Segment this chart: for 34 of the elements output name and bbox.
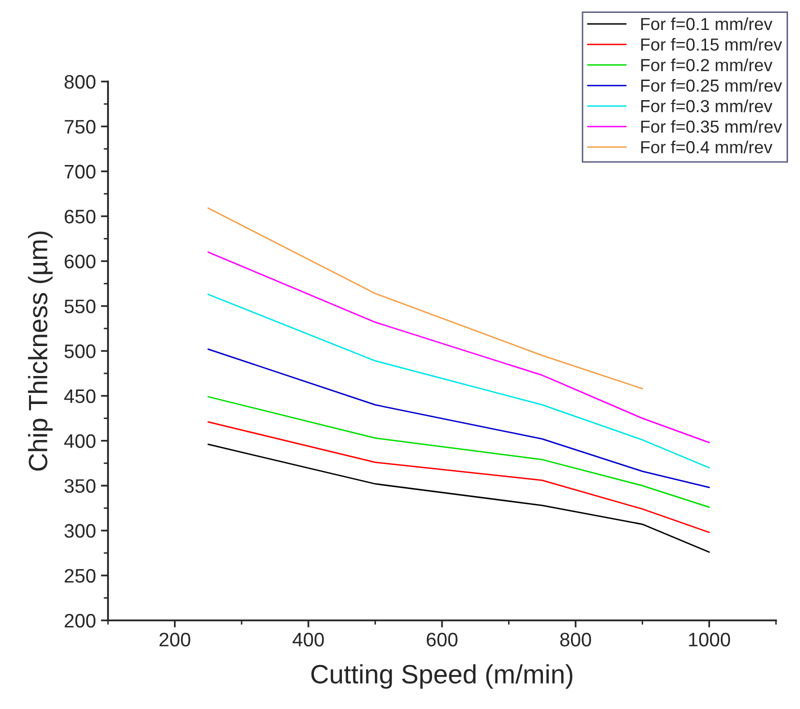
x-axis-title: Cutting Speed (m/min) xyxy=(311,664,572,689)
x-tick-label: 400 xyxy=(292,632,324,646)
line-series xyxy=(208,251,710,444)
x-tick-label: 1000 xyxy=(689,632,730,646)
y-tick-label: 550 xyxy=(64,300,96,314)
legend-label: For f=0.25 mm/rev xyxy=(641,79,782,92)
x-tick-label: 200 xyxy=(160,632,190,646)
line-series xyxy=(208,207,644,390)
y-tick-label: 650 xyxy=(64,210,96,224)
line-series xyxy=(208,294,710,468)
y-tick-label: 200 xyxy=(64,614,96,628)
x-tick-label: 600 xyxy=(426,632,458,646)
legend-label: For f=0.15 mm/rev xyxy=(641,38,782,51)
y-tick-label: 350 xyxy=(64,479,96,493)
y-tick-label: 400 xyxy=(64,434,96,448)
y-tick-label: 600 xyxy=(64,254,96,268)
y-tick-label: 750 xyxy=(64,120,96,134)
line-series xyxy=(208,396,710,508)
legend-label: For f=0.3 mm/rev xyxy=(641,100,772,112)
y-tick-label: 700 xyxy=(64,164,96,179)
legend-label: For f=0.4 mm/rev xyxy=(641,140,772,154)
legend-label: For f=0.2 mm/rev xyxy=(641,58,772,72)
y-tick-label: 800 xyxy=(64,75,96,89)
legend-label: For f=0.1 mm/rev xyxy=(641,17,772,30)
x-tick-label: 800 xyxy=(560,632,592,646)
y-tick-label: 250 xyxy=(64,568,96,583)
line-series xyxy=(208,421,710,534)
y-tick-label: 300 xyxy=(64,524,96,538)
legend-label: For f=0.35 mm/rev xyxy=(641,120,782,133)
line-series xyxy=(208,444,710,553)
y-tick-label: 500 xyxy=(64,344,96,358)
y-axis-title: Chip Thickness (µm) xyxy=(28,232,53,471)
line-series xyxy=(208,348,710,488)
y-tick-label: 450 xyxy=(64,389,96,404)
